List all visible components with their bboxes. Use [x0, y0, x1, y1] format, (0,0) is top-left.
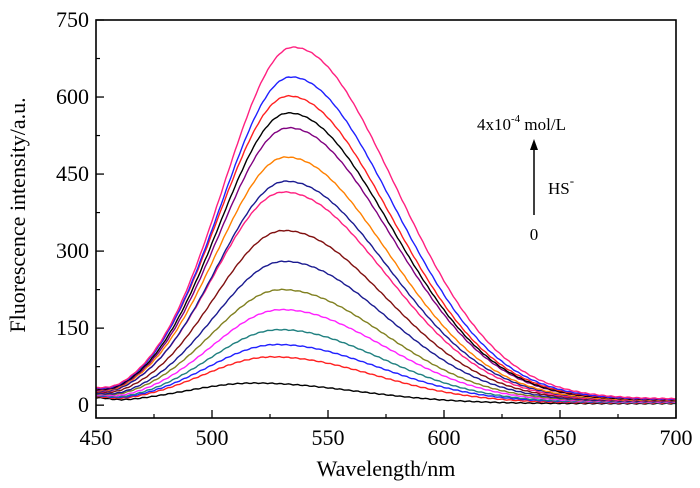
annotation-top-label: 4x10-4 mol/L: [477, 113, 566, 134]
annotation-analyte: HS-: [548, 173, 574, 198]
y-tick-label: 600: [56, 84, 89, 109]
x-tick-label: 700: [660, 425, 693, 450]
y-axis-label: Fluorescence intensity/a.u.: [5, 97, 30, 332]
x-tick-label: 500: [196, 425, 229, 450]
x-tick-label: 450: [80, 425, 113, 450]
annotation-top-exponent: -4: [511, 113, 521, 125]
series-line: [95, 76, 677, 401]
y-axis-ticks: 0 150 300 450 600 750: [56, 7, 104, 417]
arrow-up-icon: [530, 139, 538, 150]
series-layer: [95, 46, 677, 405]
series-line: [95, 260, 677, 403]
annotation-top-unit: mol/L: [520, 115, 566, 134]
x-tick-label: 550: [312, 425, 345, 450]
annotation-analyte-charge: -: [570, 173, 574, 188]
x-axis-ticks: 450 500 550 600 650 700: [80, 410, 693, 450]
series-line: [95, 94, 677, 401]
x-tick-label: 600: [428, 425, 461, 450]
series-line: [95, 308, 677, 404]
y-tick-label: 750: [56, 7, 89, 32]
x-tick-label: 650: [544, 425, 577, 450]
series-line: [95, 46, 677, 400]
series-line: [95, 288, 677, 403]
y-tick-label: 450: [56, 161, 89, 186]
concentration-annotation: 4x10-4 mol/L HS- 0: [477, 113, 574, 244]
series-line: [95, 156, 677, 402]
x-axis-label: Wavelength/nm: [317, 456, 456, 481]
series-line: [95, 111, 677, 401]
annotation-analyte-name: HS: [548, 179, 570, 198]
annotation-bottom-label: 0: [530, 225, 539, 244]
y-tick-label: 300: [56, 238, 89, 263]
y-tick-label: 150: [56, 315, 89, 340]
series-line: [95, 381, 677, 405]
y-tick-label: 0: [78, 392, 89, 417]
annotation-top-base: 4x10: [477, 115, 511, 134]
